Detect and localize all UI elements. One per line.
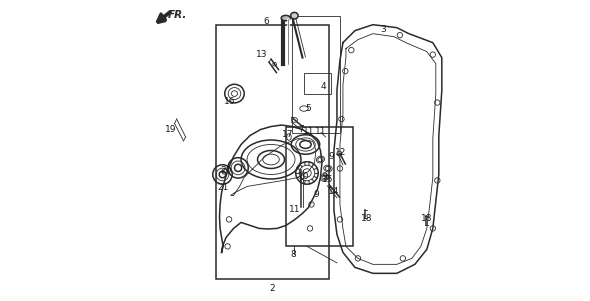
Text: 16: 16 [224, 97, 235, 106]
Text: 9: 9 [322, 172, 327, 182]
Text: 17: 17 [283, 130, 294, 139]
Text: 2: 2 [270, 284, 276, 293]
Text: 18: 18 [361, 214, 373, 223]
Text: 11: 11 [315, 127, 327, 136]
Bar [304, 73, 331, 94]
Bar [286, 126, 353, 247]
Bar [215, 25, 329, 279]
Text: 4: 4 [320, 82, 326, 91]
Text: 14: 14 [327, 187, 339, 196]
Text: 11: 11 [303, 127, 314, 136]
Text: 7: 7 [298, 125, 304, 134]
Text: 6: 6 [264, 17, 270, 26]
Text: 15: 15 [322, 175, 333, 184]
Text: 9: 9 [328, 152, 334, 161]
Text: 12: 12 [335, 148, 346, 157]
Text: 10: 10 [297, 172, 309, 181]
Text: 20: 20 [221, 166, 232, 175]
Text: FR.: FR. [168, 10, 187, 20]
Text: 8: 8 [291, 250, 296, 259]
Text: 3: 3 [381, 25, 386, 34]
Text: 13: 13 [256, 50, 268, 58]
Text: 21: 21 [217, 183, 229, 192]
Text: 5: 5 [306, 104, 312, 113]
Text: 11: 11 [289, 205, 300, 214]
Text: 9: 9 [314, 190, 319, 199]
Text: 18: 18 [421, 214, 432, 223]
Ellipse shape [281, 15, 290, 21]
Text: 19: 19 [165, 125, 176, 134]
Ellipse shape [291, 12, 298, 19]
Bar [292, 16, 340, 132]
